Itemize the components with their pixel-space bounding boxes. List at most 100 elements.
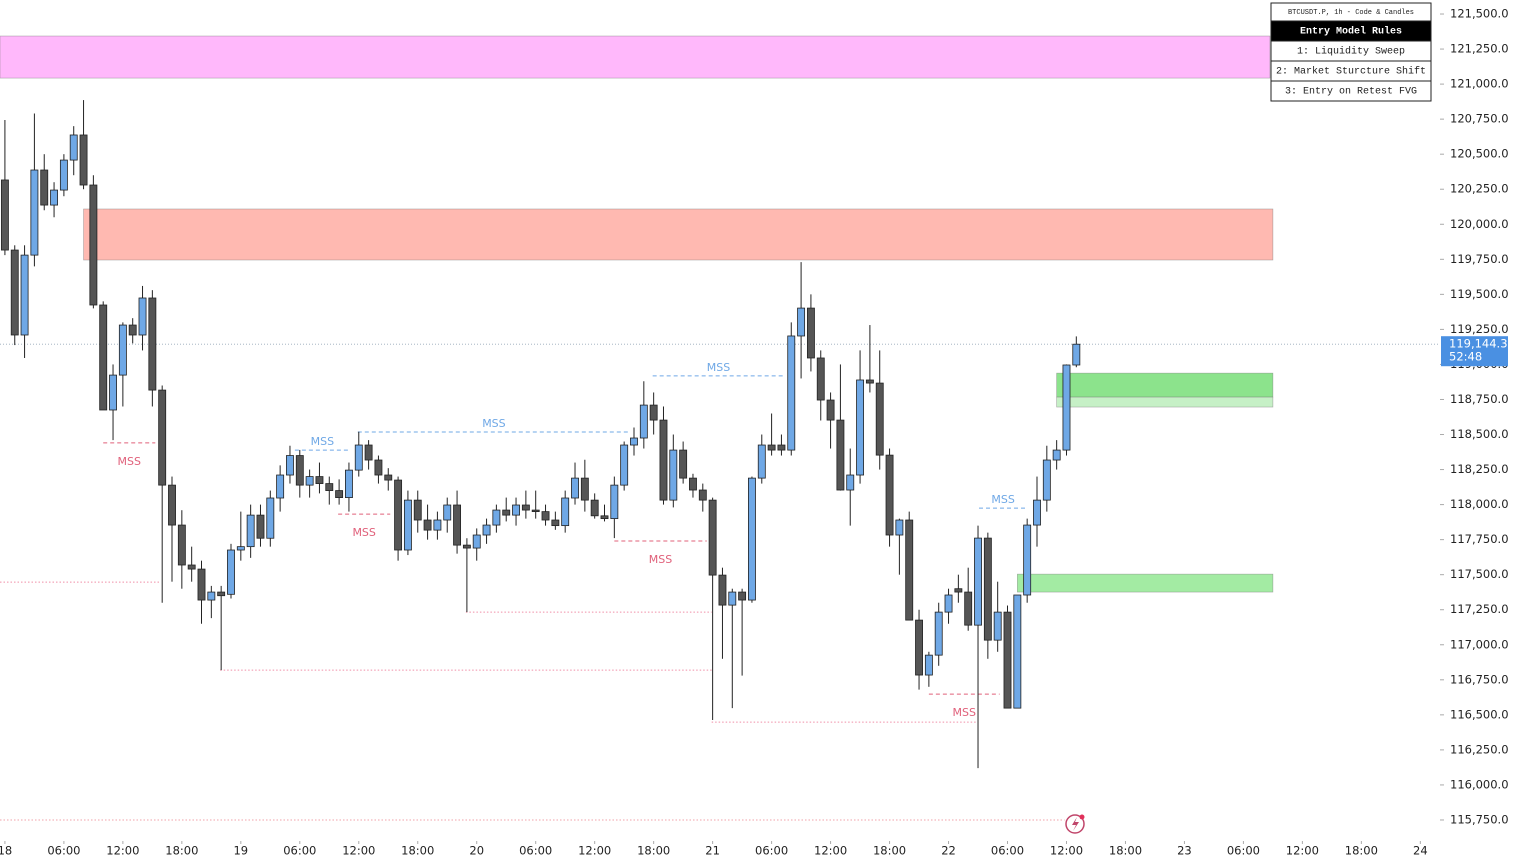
mss-label: MSS [311, 435, 334, 448]
y-tick-label: 121,500.0 [1450, 7, 1509, 21]
candle-body [207, 591, 216, 601]
y-tick-label: 121,250.0 [1450, 42, 1509, 56]
y-tick-label: 120,000.0 [1450, 217, 1509, 231]
candle-body [993, 611, 1002, 641]
candle-body [227, 549, 235, 595]
mss-label: MSS [991, 493, 1014, 506]
candle-body [649, 404, 658, 421]
candle-body [335, 490, 344, 498]
mss-label: MSS [352, 526, 375, 539]
candle-body [944, 594, 953, 613]
x-tick-label: 23 [1177, 844, 1192, 856]
candle-body [325, 483, 334, 491]
info-row-cell [1270, 80, 1432, 102]
candle-body [895, 519, 904, 536]
candle-body [30, 169, 39, 256]
alert-icon [1065, 814, 1085, 834]
mss-label: MSS [707, 361, 730, 374]
candle-body [59, 159, 68, 191]
y-axis-panel [1440, 0, 1522, 856]
candle-body [806, 307, 815, 359]
candle-body [1023, 524, 1032, 596]
y-tick-label: 119,250.0 [1450, 322, 1509, 336]
x-tick-label: 18:00 [873, 844, 906, 856]
candle-body [934, 611, 943, 656]
candle-body [728, 591, 737, 606]
candle-body [423, 519, 432, 531]
x-tick-label: 18:00 [401, 844, 434, 856]
candle-body [502, 509, 511, 516]
info-row: 3: Entry on Retest FVG [1285, 87, 1417, 98]
candle-body [669, 449, 678, 501]
candle-body [413, 499, 422, 521]
levels: MSS MSS MSS MSS MSS MSS MSS MSS [0, 343, 1522, 821]
x-tick-label: 18:00 [1109, 844, 1142, 856]
candle-body [177, 524, 186, 566]
candle-body [109, 374, 117, 411]
candle-body [698, 489, 707, 501]
y-tick-label: 116,250.0 [1450, 742, 1509, 756]
y-tick-label: 117,500.0 [1450, 567, 1509, 581]
x-tick-label: 06:00 [519, 844, 552, 856]
x-tick-label: 06:00 [755, 844, 788, 856]
mss-label: MSS [953, 706, 976, 719]
candle-body [354, 444, 363, 471]
y-tick-label: 121,000.0 [1450, 77, 1509, 91]
candle-body [345, 469, 353, 498]
candle-body [738, 591, 747, 601]
x-tick-label: 12:00 [342, 844, 375, 856]
y-tick-label: 116,750.0 [1450, 672, 1509, 686]
y-tick-label: 120,500.0 [1450, 147, 1509, 161]
y-tick-label: 119,500.0 [1450, 287, 1509, 301]
y-tick-label: 117,750.0 [1450, 532, 1509, 546]
candle-body [797, 307, 806, 337]
candle-body [1042, 459, 1051, 501]
candle-body [158, 389, 167, 486]
candle-body [492, 509, 501, 526]
candle-body [1013, 594, 1022, 709]
candle-body [1052, 449, 1061, 461]
candle-body [924, 654, 933, 676]
mss-label: MSS [482, 417, 505, 430]
candle-body [69, 134, 78, 161]
info-row: 1: Liquidity Sweep [1297, 46, 1405, 58]
candle-body [236, 546, 245, 551]
candle-body [521, 504, 530, 511]
info-table: BTCUSDT.P, 1h - Code & Candles Entry Mod… [1270, 2, 1432, 102]
candle-body [364, 444, 373, 461]
candle-body [1062, 364, 1071, 451]
candle-body [580, 477, 589, 501]
candle-body [787, 335, 796, 451]
y-tick-label: 116,000.0 [1450, 777, 1509, 791]
y-tick-label: 117,000.0 [1450, 637, 1509, 651]
candle-body [1033, 499, 1041, 526]
candle-body [826, 399, 835, 421]
candle-body [256, 514, 265, 539]
x-tick-label: 06:00 [991, 844, 1024, 856]
candle-body [295, 455, 304, 486]
x-tick-label: 21 [705, 844, 720, 856]
zone [83, 208, 1274, 261]
zone [1056, 372, 1274, 398]
candle-body [512, 504, 520, 516]
candle-body [718, 574, 727, 606]
x-tick-label: 12:00 [1286, 844, 1319, 856]
info-row: 2: Market Sturcture Shift [1276, 66, 1426, 78]
candle-body [79, 134, 88, 186]
candle-body [168, 484, 176, 526]
candle-body [99, 304, 108, 411]
last-price-tag [1441, 336, 1508, 367]
x-tick-label: 18:00 [165, 844, 198, 856]
candle-body [89, 184, 98, 306]
candle-body [610, 484, 619, 520]
x-tick-label: 18:00 [637, 844, 670, 856]
candle-body [983, 537, 992, 641]
y-tick-label: 120,250.0 [1450, 182, 1509, 196]
candle-body [708, 499, 717, 576]
candle-body [630, 437, 638, 446]
candle-body [384, 474, 393, 481]
candle-body [571, 477, 579, 499]
